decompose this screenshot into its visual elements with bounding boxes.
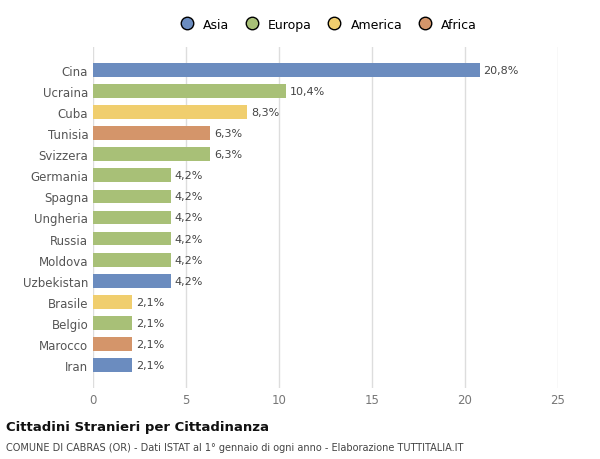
Bar <box>93 359 132 372</box>
Bar <box>93 317 132 330</box>
Bar <box>93 232 171 246</box>
Bar <box>93 190 171 204</box>
Bar <box>93 274 171 288</box>
Text: 2,1%: 2,1% <box>136 297 164 308</box>
Text: 10,4%: 10,4% <box>290 87 325 96</box>
Bar <box>93 127 210 140</box>
Text: COMUNE DI CABRAS (OR) - Dati ISTAT al 1° gennaio di ogni anno - Elaborazione TUT: COMUNE DI CABRAS (OR) - Dati ISTAT al 1°… <box>6 442 463 452</box>
Text: 4,2%: 4,2% <box>175 171 203 181</box>
Legend: Asia, Europa, America, Africa: Asia, Europa, America, Africa <box>169 14 482 37</box>
Bar <box>93 106 247 119</box>
Text: 8,3%: 8,3% <box>251 108 280 118</box>
Bar <box>93 169 171 183</box>
Text: 20,8%: 20,8% <box>484 66 519 75</box>
Text: 6,3%: 6,3% <box>214 150 242 160</box>
Text: 4,2%: 4,2% <box>175 276 203 286</box>
Text: 4,2%: 4,2% <box>175 213 203 223</box>
Bar <box>93 85 286 98</box>
Bar <box>93 253 171 267</box>
Bar <box>93 64 480 77</box>
Bar <box>93 211 171 225</box>
Text: 4,2%: 4,2% <box>175 192 203 202</box>
Bar <box>93 148 210 162</box>
Text: 6,3%: 6,3% <box>214 129 242 139</box>
Text: 2,1%: 2,1% <box>136 340 164 349</box>
Text: 2,1%: 2,1% <box>136 361 164 370</box>
Text: 4,2%: 4,2% <box>175 234 203 244</box>
Text: 2,1%: 2,1% <box>136 319 164 328</box>
Text: 4,2%: 4,2% <box>175 255 203 265</box>
Bar <box>93 338 132 351</box>
Bar <box>93 296 132 309</box>
Text: Cittadini Stranieri per Cittadinanza: Cittadini Stranieri per Cittadinanza <box>6 420 269 433</box>
